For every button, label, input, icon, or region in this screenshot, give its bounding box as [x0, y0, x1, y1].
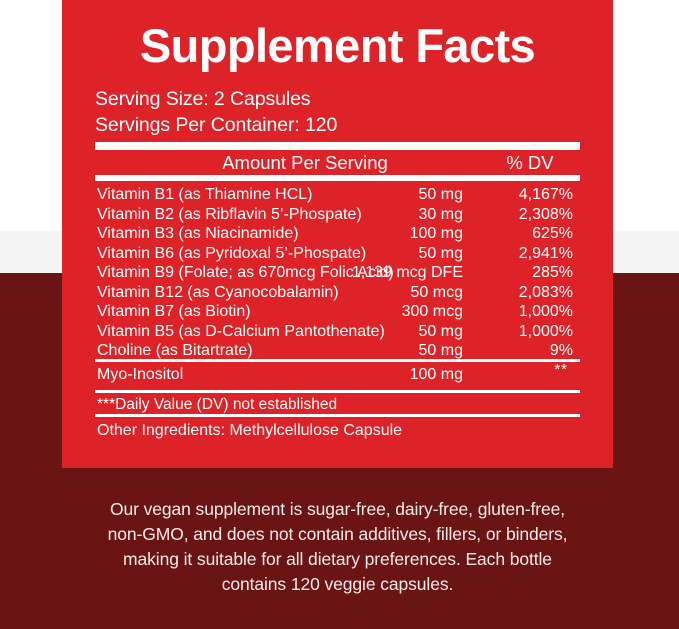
nutrient-name: Vitamin B12 (as Cyanocobalamin): [97, 283, 339, 301]
nutrient-name: Choline (as Bitartrate): [97, 342, 253, 359]
table-row: Choline (as Bitartrate) 50 mg 9%: [95, 342, 580, 362]
product-description: Our vegan supplement is sugar-free, dair…: [62, 497, 613, 597]
divider-under-rows: [95, 359, 580, 362]
nutrient-dv: 285%: [532, 264, 573, 281]
daily-value-footnote: ***Daily Value (DV) not established: [97, 396, 338, 413]
nutrient-dv: 1,000%: [518, 322, 573, 340]
nutrient-name: Vitamin B7 (as Biotin): [97, 303, 251, 320]
nutrient-amount: 100 mg: [409, 225, 463, 242]
column-header-percent-dv: % DV: [506, 152, 554, 173]
nutrient-name: Vitamin B9 (Folate; as 670mcg Folic Acid…: [97, 264, 394, 281]
servings-per-container-text: Servings Per Container: 120: [95, 114, 338, 136]
table-row-myo-inositol: Myo-Inositol 100 mg **: [95, 361, 580, 386]
table-row: Vitamin B1 (as Thiamine HCL) 50 mg 4,167%: [95, 186, 580, 206]
nutrient-dv: 9%: [549, 342, 573, 359]
description-line-1: Our vegan supplement is sugar-free, dair…: [109, 499, 566, 519]
description-line-4: contains 120 veggie capsules.: [221, 574, 454, 594]
nutrient-amount: 100 mg: [409, 366, 463, 383]
divider-under-footnote: [95, 414, 580, 417]
nutrient-amount: 1,139 mcg DFE: [351, 264, 463, 281]
nutrient-amount: 50 mg: [418, 342, 463, 359]
nutrient-dv-marker: **: [554, 361, 568, 378]
nutrient-amount: 30 mg: [418, 205, 463, 223]
page-title: Supplement Facts: [139, 19, 536, 72]
description-line-2: non-GMO, and does not contain additives,…: [107, 524, 568, 544]
divider-under-inositol: [95, 390, 580, 393]
nutrient-name: Vitamin B1 (as Thiamine HCL): [97, 186, 313, 203]
table-row: Vitamin B5 (as D-Calcium Pantothenate) 50…: [95, 323, 580, 343]
nutrient-name: Vitamin B5 (as D-Calcium Pantothenate): [97, 322, 385, 340]
nutrient-dv: 2,083%: [518, 283, 573, 301]
table-row: Vitamin B6 (as Pyridoxal 5’-Phospate) 50 …: [95, 245, 580, 265]
column-header-amount-per-serving: Amount Per Serving: [222, 152, 388, 173]
table-row: Vitamin B7 (as Biotin) 300 mcg 1,000%: [95, 303, 580, 323]
nutrient-rows: Vitamin B1 (as Thiamine HCL) 50 mg 4,167% V…: [95, 186, 580, 362]
table-header-row: Amount Per Serving % DV: [95, 152, 580, 174]
table-row: Vitamin B9 (Folate; as 670mcg Folic Acid…: [95, 264, 580, 284]
nutrient-name: Vitamin B2 (as Ribflavin 5’-Phospate): [97, 205, 362, 223]
nutrient-name: Vitamin B3 (as Niacinamide): [97, 225, 299, 242]
nutrient-amount: 50 mg: [418, 322, 463, 340]
table-row: Vitamin B12 (as Cyanocobalamin) 50 mcg 2,0…: [95, 284, 580, 304]
nutrient-dv: 625%: [532, 225, 573, 242]
divider-top: [95, 142, 580, 150]
nutrient-amount: 300 mcg: [401, 303, 463, 320]
description-line-3: making it suitable for all dietary prefe…: [123, 549, 552, 569]
nutrient-dv: 4,167%: [518, 186, 573, 203]
nutrient-name: Vitamin B6 (as Pyridoxal 5’-Phospate): [97, 244, 367, 262]
nutrient-dv: 2,308%: [518, 205, 573, 223]
table-row: Vitamin B2 (as Ribflavin 5’-Phospate) 30 …: [95, 206, 580, 226]
table-row: Vitamin B3 (as Niacinamide) 100 mg 625%: [95, 225, 580, 245]
serving-size-text: Serving Size: 2 Capsules: [95, 88, 311, 110]
nutrient-amount: 50 mcg: [410, 283, 463, 301]
nutrient-dv: 1,000%: [518, 303, 573, 320]
supplement-facts-panel: Supplement Facts Serving Size: 2 Capsule…: [62, 0, 613, 468]
nutrient-amount: 50 mg: [418, 244, 463, 262]
nutrient-dv: 2,941%: [518, 244, 573, 262]
divider-under-header: [95, 175, 580, 181]
nutrient-amount: 50 mg: [418, 186, 463, 203]
other-ingredients-text: Other Ingredients: Methylcellulose Capsu…: [97, 422, 403, 439]
nutrient-name: Myo-Inositol: [97, 366, 184, 383]
